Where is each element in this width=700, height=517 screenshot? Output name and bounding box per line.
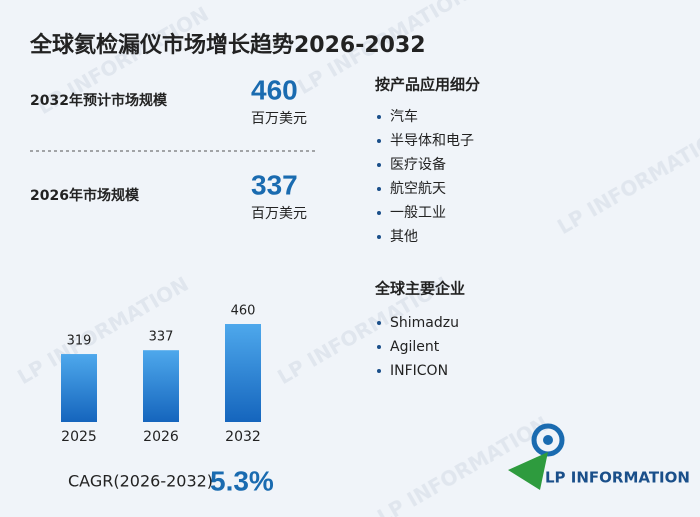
bullet [377, 139, 381, 143]
stat-label: 2026年市场规模 [30, 187, 140, 204]
cagr-label: CAGR(2026-2032) [68, 472, 213, 491]
segments-title: 按产品应用细分 [375, 76, 480, 94]
bar [225, 324, 261, 422]
bullet [377, 235, 381, 239]
bar [61, 354, 97, 422]
bar [143, 350, 179, 422]
segment-item: 汽车 [390, 108, 418, 125]
stat-unit: 百万美元 [251, 111, 307, 127]
company-item: Shimadzu [390, 315, 459, 331]
bar-label: 460 [231, 304, 256, 319]
title: 全球氦检漏仪市场增长趋势2026-2032 [29, 32, 426, 58]
company-item: INFICON [390, 363, 448, 379]
segment-item: 半导体和电子 [390, 133, 474, 149]
x-tick-label: 2025 [61, 429, 97, 445]
segment-item: 医疗设备 [390, 156, 446, 173]
company-item: Agilent [390, 339, 440, 355]
logo-text: LP INFORMATION [545, 469, 690, 487]
segment-item: 航空航天 [390, 181, 446, 197]
x-tick-label: 2026 [143, 429, 179, 445]
segment-item: 一般工业 [390, 205, 446, 221]
bullet [377, 187, 381, 191]
bullet [377, 345, 381, 349]
companies-title: 全球主要企业 [374, 280, 465, 298]
bullet [377, 115, 381, 119]
bullet [377, 211, 381, 215]
stat-unit: 百万美元 [251, 206, 307, 222]
bullet [377, 369, 381, 373]
svg-text:LP INFORMATION: LP INFORMATION [553, 122, 700, 239]
stat-value: 460 [251, 74, 298, 105]
stat-label: 2032年预计市场规模 [30, 92, 168, 109]
bar-label: 319 [67, 334, 92, 349]
watermark: LP INFORMATION LP INFORMATION LP INFORMA… [13, 0, 700, 517]
x-tick-label: 2032 [225, 429, 261, 445]
bullet [377, 321, 381, 325]
segment-item: 其他 [390, 229, 418, 245]
stat-value: 337 [251, 169, 298, 200]
logo: LP INFORMATION [508, 423, 690, 490]
bullet [377, 163, 381, 167]
bar-label: 337 [149, 330, 174, 345]
cagr-value: 5.3% [210, 465, 274, 496]
